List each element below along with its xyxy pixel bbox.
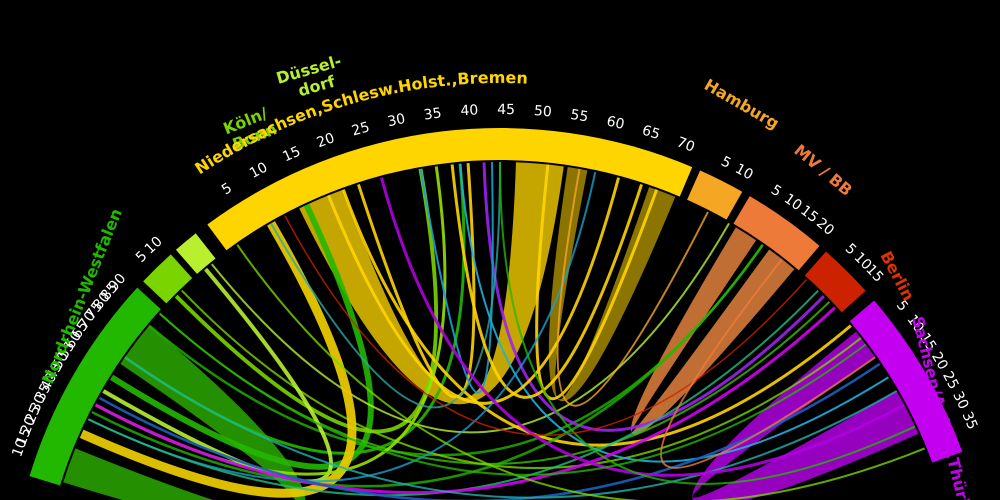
tick-label-ns: 65 [640, 123, 662, 144]
tick-label-nrw: 45 [44, 359, 67, 382]
chord-ribbon [124, 356, 898, 499]
chord-ribbon [556, 168, 709, 407]
chord-band [692, 331, 919, 500]
chord-ribbon [181, 289, 862, 469]
tick-label-mv: 5 [768, 182, 784, 200]
tick-label-hh: 10 [732, 161, 755, 184]
tick-label-ns: 5 [219, 180, 235, 198]
chord-ribbon [91, 244, 764, 488]
chord-ribbon [110, 203, 374, 470]
chord-ribbon [236, 244, 926, 500]
chord-band [63, 325, 306, 500]
tick-label-ns: 35 [423, 105, 443, 123]
segment-arc-sa [849, 300, 963, 463]
tick-label-ns: 15 [280, 144, 303, 166]
chord-ribbon [341, 189, 852, 447]
chord-ribbon [102, 267, 334, 484]
tick-label-nrw: 15 [13, 425, 34, 447]
segment-arc-dd [175, 233, 216, 274]
tick-label-kb: 10 [142, 234, 166, 258]
tick-label-ns: 10 [247, 159, 270, 182]
chord-ribbon [419, 162, 494, 394]
tick-label-nrw: 30 [27, 392, 49, 415]
group-label-mv-bb: MV / BB [790, 141, 856, 200]
tick-label-ns: 25 [350, 119, 372, 139]
segment-arc-hh [687, 170, 743, 220]
chord-band [299, 162, 564, 405]
segment-arc-nrw [29, 287, 161, 486]
tick-label-nrw: 35 [32, 381, 54, 404]
chord-ribbon [380, 177, 906, 477]
tick-label-ns: 55 [569, 107, 589, 126]
chord-ribbon [535, 164, 659, 401]
segment-arc-be [804, 251, 866, 313]
segment-arc-kb [143, 254, 193, 304]
tick-label-nrw: 40 [38, 370, 60, 393]
ribbons-layer [63, 161, 926, 500]
tick-label-ns: 45 [497, 102, 515, 118]
chord-ribbon [174, 168, 439, 434]
group-label-hamburg: Hamburg [701, 75, 782, 133]
chord-ribbon [499, 161, 916, 485]
tick-label-hh: 5 [718, 154, 733, 172]
tick-label-ns: 30 [386, 111, 407, 130]
chord-ribbon [660, 258, 876, 469]
chord-band [630, 227, 795, 435]
tick-label-sa: 35 [959, 409, 981, 432]
tick-label-sa: 20 [928, 349, 951, 372]
tick-label-nrw: 25 [22, 403, 44, 426]
tick-label-ns: 40 [460, 102, 479, 119]
tick-label-nrw: 20 [18, 414, 40, 437]
chord-ribbon [94, 306, 836, 495]
segment-arc-mv [733, 196, 820, 271]
chord-ribbon [79, 221, 357, 498]
tick-label-ns: 50 [533, 103, 552, 120]
tick-label-nrw: 50 [49, 349, 72, 372]
chord-ribbon [210, 222, 730, 434]
tick-label-ns: 20 [315, 130, 337, 151]
tick-label-sa: 25 [939, 369, 961, 392]
tick-label-ns: 60 [605, 113, 626, 133]
segment-arcs-layer [29, 128, 963, 486]
tick-label-sa: 30 [949, 389, 971, 412]
chord-ribbon [327, 177, 620, 405]
tick-label-ns: 70 [674, 134, 696, 155]
chord-ribbon [284, 215, 808, 436]
tick-label-nrw: 10 [9, 437, 30, 459]
chord-ribbon [450, 164, 643, 399]
chord-ribbon [270, 161, 501, 409]
chord-ribbon [158, 312, 867, 476]
segment-arc-ns [207, 128, 693, 251]
